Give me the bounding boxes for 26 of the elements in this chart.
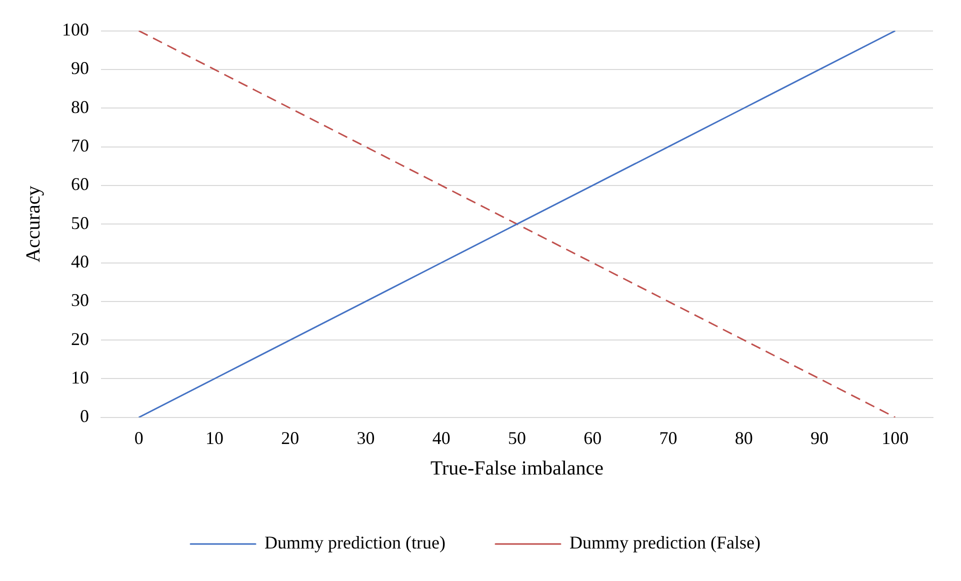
x-tick-label: 100 <box>882 428 909 448</box>
x-tick-label: 20 <box>281 428 300 448</box>
x-tick-label: 30 <box>356 428 375 448</box>
x-tick-label: 60 <box>584 428 602 448</box>
y-tick-label: 100 <box>62 20 89 40</box>
x-tick-label: 0 <box>134 428 144 448</box>
y-tick-label: 90 <box>71 58 89 78</box>
y-tick-label: 60 <box>71 174 89 194</box>
y-tick-label: 20 <box>71 328 89 349</box>
x-tick-label: 40 <box>432 428 450 448</box>
y-axis-title: Accuracy <box>22 186 44 262</box>
x-tick-label: 70 <box>659 428 678 448</box>
y-tick-label: 10 <box>71 367 89 388</box>
x-tick-label: 80 <box>734 428 753 448</box>
y-tick-label: 30 <box>71 290 89 310</box>
y-tick-label: 80 <box>71 96 89 117</box>
y-tick-label: 50 <box>71 212 89 233</box>
x-tick-label: 50 <box>508 428 526 448</box>
x-axis-title: True-False imbalance <box>430 457 604 480</box>
y-tick-label: 0 <box>80 406 89 426</box>
y-tick-label: 40 <box>71 251 89 272</box>
legend-label: Dummy prediction (False) <box>569 532 760 553</box>
y-tick-label: 70 <box>71 136 89 156</box>
x-tick-label: 90 <box>810 428 829 448</box>
x-tick-label: 10 <box>205 428 224 448</box>
legend-label: Dummy prediction (true) <box>264 532 446 553</box>
